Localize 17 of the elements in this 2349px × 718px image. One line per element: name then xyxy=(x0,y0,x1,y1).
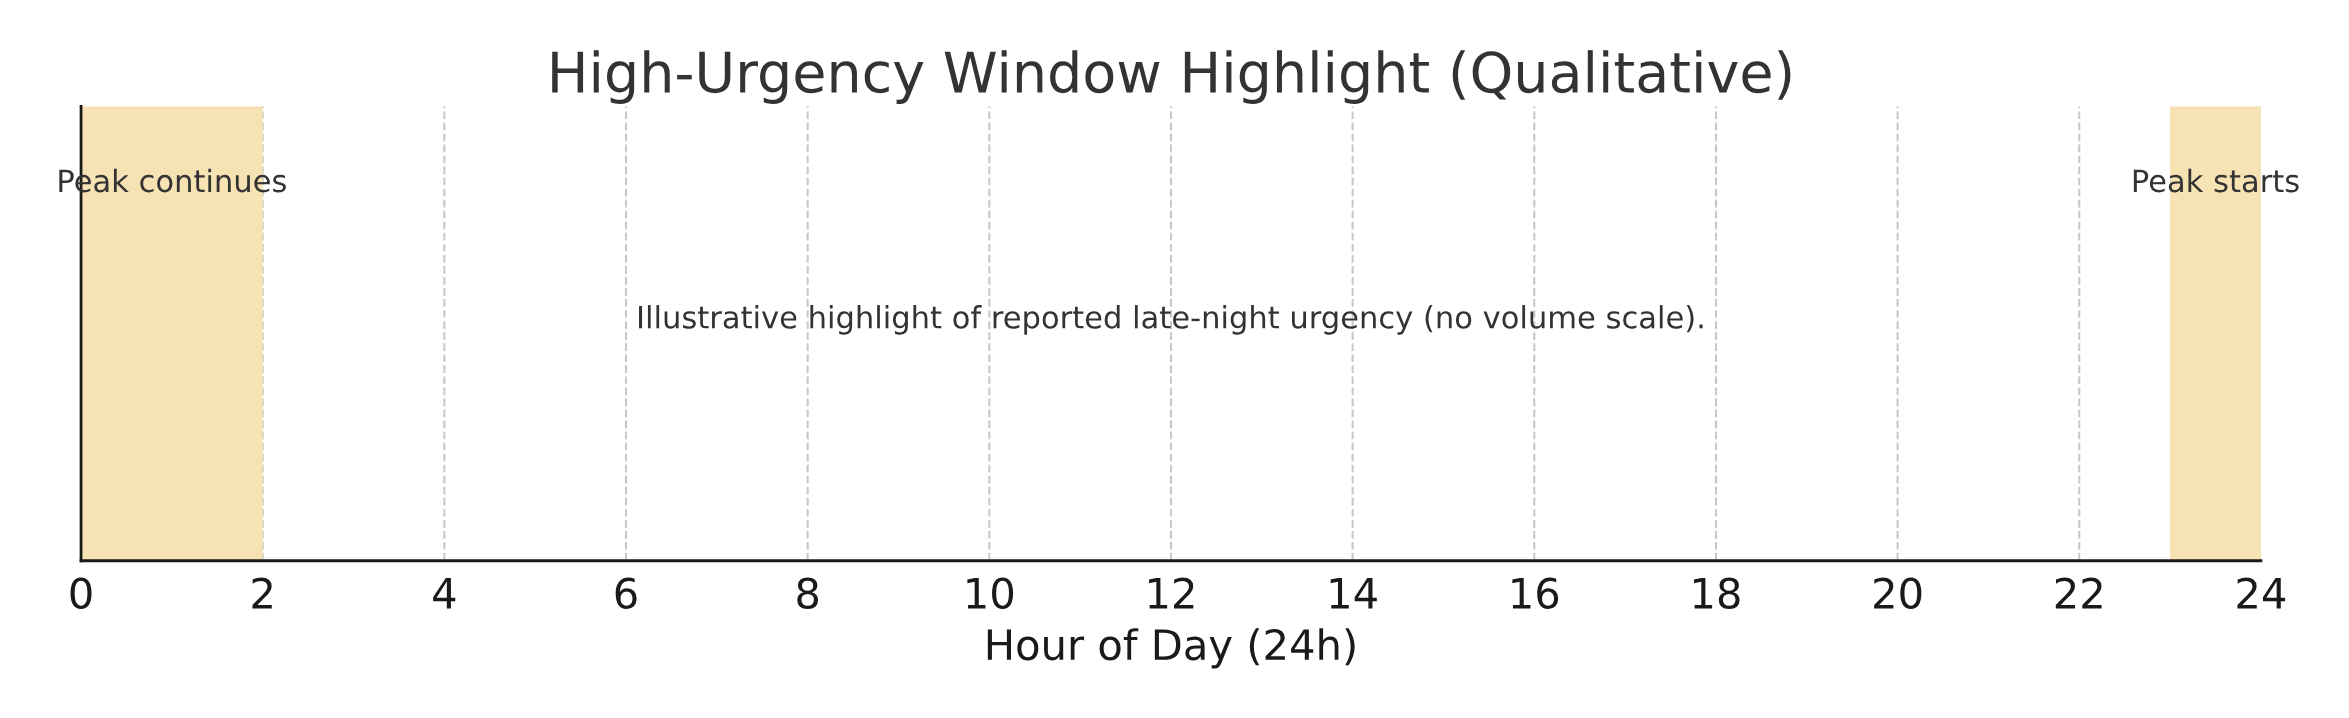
x-tick-label: 20 xyxy=(1874,577,1922,609)
x-tick-label: 0 xyxy=(70,577,92,609)
x-tick-label: 10 xyxy=(967,577,1014,609)
x-tick-label: 22 xyxy=(2055,577,2102,609)
x-tick-label: 18 xyxy=(1694,577,1740,609)
annotation: Illustrative highlight of reported late-night urgency (no volume scale). xyxy=(639,305,1703,335)
x-tick-label: 24 xyxy=(2237,577,2286,609)
x-tick-label: 12 xyxy=(1149,577,1194,609)
x-tick-label: 4 xyxy=(433,578,456,609)
x-tick-label: 16 xyxy=(1512,577,1559,609)
series-label: Peak starts xyxy=(2133,168,2299,193)
x-tick-label: 8 xyxy=(797,577,819,609)
x-tick-label: 14 xyxy=(1330,578,1377,609)
x-axis-title: Hour of Day (24h) xyxy=(987,628,1355,669)
x-tick-label: 2 xyxy=(252,577,272,609)
x-tick-label: 6 xyxy=(615,577,637,609)
chart-title: High-Urgency Window Highlight (Qualitative) xyxy=(552,50,1791,104)
